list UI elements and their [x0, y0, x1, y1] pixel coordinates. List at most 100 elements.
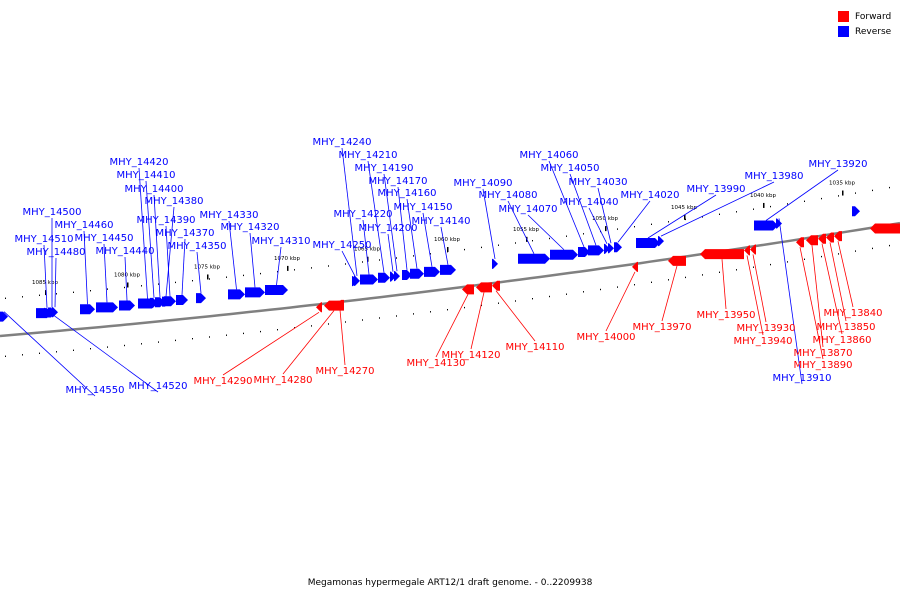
- gene-label: MHY_14050: [540, 163, 599, 174]
- scale-dot: [583, 233, 584, 235]
- tick-mark: [684, 214, 686, 220]
- scale-dot: [141, 343, 142, 345]
- leader-line: [362, 219, 370, 275]
- tick-label: 1040 kbp: [750, 193, 776, 199]
- gene-arrow-mhy-14120: [476, 282, 492, 293]
- gene-arrow-mhy-13970: [668, 255, 686, 266]
- gene-arrow-mhy-14020: [614, 242, 622, 253]
- scale-dot: [770, 205, 771, 208]
- leader-line: [569, 173, 597, 246]
- scale-dot: [481, 304, 482, 307]
- leader-line: [660, 181, 775, 237]
- scale-dot: [549, 237, 550, 240]
- scale-dot: [277, 329, 278, 331]
- scale-dot: [855, 192, 856, 194]
- scale-dot: [464, 248, 465, 251]
- tick-label: 1075 kbp: [194, 264, 220, 270]
- scale-dot: [668, 221, 669, 223]
- scale-dot: [124, 344, 125, 347]
- scale-dot: [39, 294, 40, 296]
- scale-dot: [651, 281, 652, 283]
- scale-dot: [804, 258, 805, 260]
- leader-line: [647, 194, 717, 239]
- scale-dot: [651, 223, 652, 225]
- leader-line: [548, 160, 585, 248]
- scale-dot: [209, 336, 210, 338]
- legend-item-forward: Forward: [838, 9, 898, 24]
- gene-arrow-mhy-14310: [265, 285, 288, 296]
- tick-mark: [287, 265, 289, 271]
- gene-label: MHY_14330: [199, 210, 258, 221]
- scale-dot: [821, 255, 822, 258]
- scale-dot: [260, 330, 261, 333]
- gene-label: MHY_14030: [568, 177, 627, 188]
- gene-arrow-mhy-13980: [658, 236, 664, 247]
- leader-line: [829, 242, 847, 322]
- scale-dot: [464, 306, 465, 309]
- gene-label: MHY_13890: [793, 360, 852, 371]
- leader-lines: [3, 147, 854, 397]
- leader-line: [282, 310, 335, 375]
- gene-label: MHY_14210: [338, 150, 397, 161]
- scale-dot: [328, 323, 329, 325]
- gene-arrow-mhy-13850: [826, 232, 834, 243]
- gene-label: MHY_14090: [453, 178, 512, 189]
- gene-arrow-mhy-14030: [608, 243, 614, 254]
- scale-dot: [719, 271, 720, 273]
- gene-arrow-mhy-14510: [44, 307, 50, 318]
- tick-mark: [127, 282, 129, 288]
- scale-dot: [5, 355, 6, 357]
- gene-arrow-mhy-14040: [604, 243, 610, 254]
- leader-line: [387, 233, 394, 272]
- leader-line: [276, 246, 282, 286]
- gene-arrow-mhy-14370: [176, 295, 188, 306]
- tick-label: 1055 kbp: [513, 227, 539, 233]
- gene-label: MHY_14420: [109, 157, 168, 168]
- leader-line: [588, 207, 608, 245]
- scale-dot: [566, 293, 567, 295]
- scale-dot: [396, 257, 397, 259]
- gene-label: MHY_14130: [406, 358, 465, 369]
- leader-line: [153, 194, 161, 298]
- leader-line: [165, 206, 175, 297]
- gene-arrow-mhy-14550: [0, 311, 8, 322]
- tick-label: 1080 kbp: [114, 272, 140, 278]
- gene-arrow-mhy-14130: [462, 284, 474, 295]
- scale-dot: [872, 189, 873, 192]
- scale-dot: [719, 213, 720, 215]
- leader-line: [138, 167, 148, 299]
- scale-dot: [566, 235, 567, 237]
- gene-label: MHY_13940: [733, 336, 792, 347]
- scale-dot: [498, 244, 499, 246]
- scale-dot: [243, 274, 244, 277]
- scale-dot: [192, 280, 193, 282]
- scale-dot: [617, 228, 618, 230]
- leader-line: [799, 247, 824, 360]
- gene-arrow-mhy-14060: [578, 247, 590, 258]
- leader-line: [617, 200, 651, 243]
- gene-label: MHY_13870: [793, 348, 852, 359]
- leader-line: [339, 309, 346, 366]
- leader-line: [249, 232, 256, 288]
- gene-label: MHY_14370: [155, 228, 214, 239]
- gene-arrow: [852, 206, 860, 217]
- gene-arrow-mhy-14110: [492, 280, 500, 291]
- gene-label: MHY_14320: [220, 222, 279, 233]
- tick-label: 1060 kbp: [434, 237, 460, 243]
- legend-label-reverse: Reverse: [855, 26, 892, 37]
- scale-dot: [430, 253, 431, 255]
- gene-arrow-mhy-14200: [390, 271, 396, 282]
- scale-dot: [345, 321, 346, 323]
- gene-arrow-mhy-14090: [492, 258, 498, 269]
- scale-dot: [413, 255, 414, 257]
- leader-line: [527, 214, 565, 251]
- leader-line: [196, 251, 202, 294]
- gene-arrow-mhy-14350: [196, 293, 206, 304]
- scale-dot: [515, 242, 516, 244]
- scale-dot: [22, 296, 23, 298]
- gene-label: MHY_14170: [368, 176, 427, 187]
- gene-arrow-mhy-13940: [744, 245, 750, 256]
- gene-label: MHY_14110: [505, 342, 564, 353]
- gene-label: MHY_13950: [696, 310, 755, 321]
- gene-label: MHY_14450: [74, 233, 133, 244]
